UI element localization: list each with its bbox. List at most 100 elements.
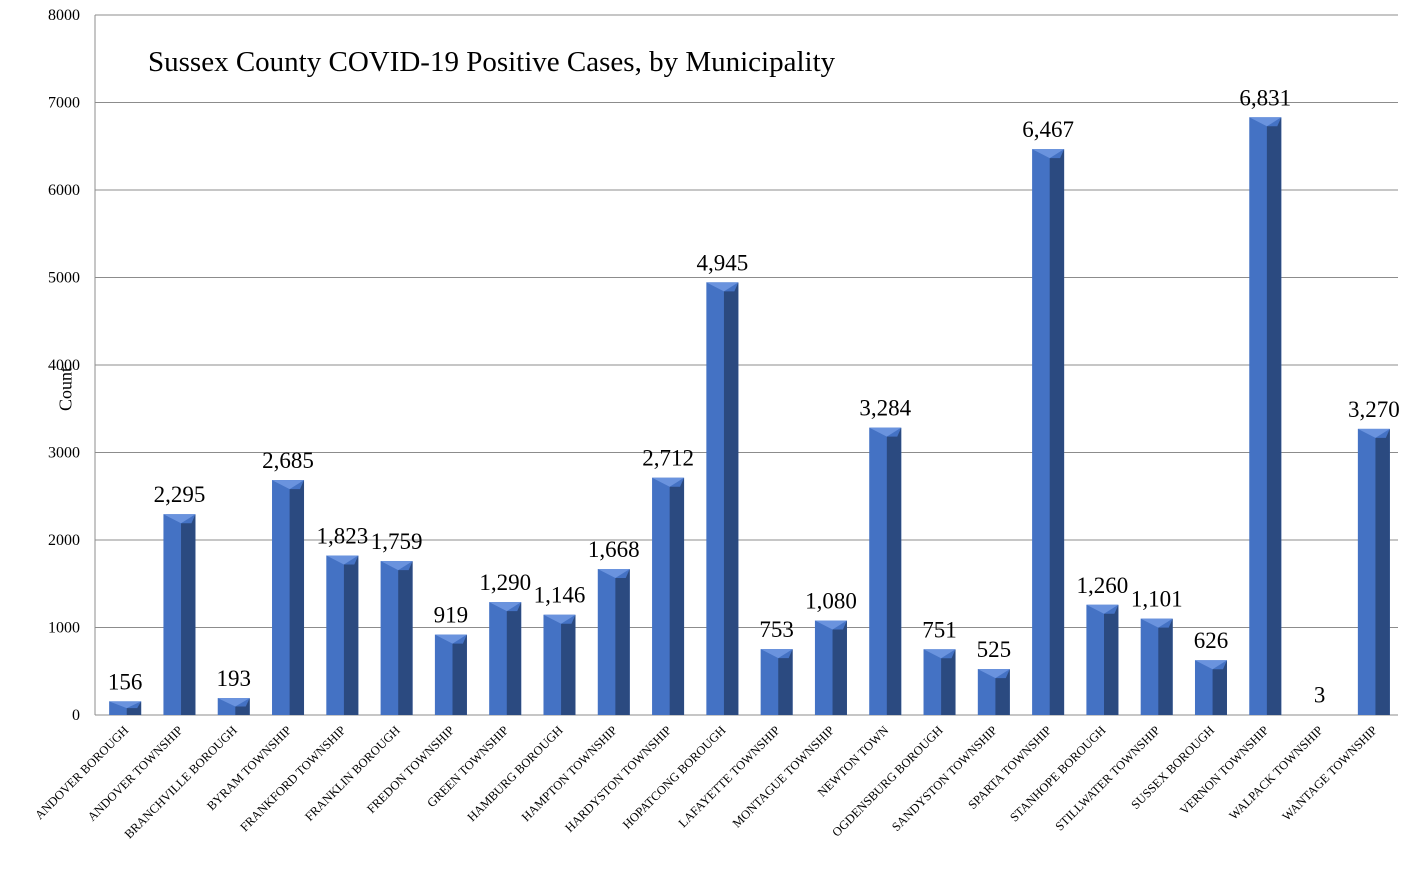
bar: [760, 649, 793, 715]
bar: [1032, 149, 1065, 715]
bar: [1194, 660, 1227, 715]
bar-side-face: [941, 649, 956, 715]
y-axis-label: Count: [55, 366, 76, 412]
data-label: 525: [977, 637, 1012, 662]
bar-top-bevel: [272, 480, 305, 490]
bar-top-bevel: [1249, 117, 1282, 127]
data-label: 6,831: [1239, 85, 1291, 110]
gridlines: [94, 14, 1398, 716]
bar-side-face: [995, 669, 1010, 715]
bar-top-bevel: [977, 669, 1010, 679]
y-tick-label: 8000: [48, 7, 80, 24]
bar-side-face: [452, 634, 467, 715]
data-label: 193: [216, 666, 251, 691]
data-label: 3,270: [1348, 397, 1400, 422]
x-tick-label: FRANKLIN BOROUGH: [302, 723, 403, 824]
bar-top-bevel: [1032, 149, 1065, 159]
bar: [163, 514, 196, 715]
x-tick-label: SANDYSTON TOWNSHIP: [889, 723, 1000, 834]
y-tick-label: 5000: [48, 270, 80, 287]
x-tick-label: BRANCHVILLE BOROUGH: [122, 723, 240, 841]
data-label: 626: [1194, 628, 1229, 653]
bar-side-face: [1212, 660, 1227, 715]
bar: [1357, 428, 1390, 715]
bar-top-bevel: [923, 649, 956, 659]
y-tick-label: 7000: [48, 95, 80, 112]
data-label: 1,668: [588, 537, 640, 562]
data-label: 751: [922, 617, 957, 642]
bar: [543, 614, 576, 715]
y-tick-label: 6000: [48, 182, 80, 199]
data-label: 2,685: [262, 448, 314, 473]
bar: [869, 427, 902, 715]
bar-top-bevel: [1194, 660, 1227, 670]
bar: [1086, 604, 1119, 715]
bar-top-bevel: [652, 477, 685, 487]
data-label: 156: [108, 669, 143, 694]
bar-top-bevel: [326, 555, 359, 565]
bar-top-bevel: [706, 282, 739, 292]
bar-side-face: [832, 620, 847, 715]
y-tick-label: 3000: [48, 445, 80, 462]
data-label: 2,295: [154, 482, 206, 507]
data-label: 1,290: [479, 570, 531, 595]
y-axis-ticks: 0 1000 2000 3000 4000 5000 6000 7000 8000: [48, 7, 80, 724]
bar-side-face: [1266, 117, 1282, 716]
bar-side-face: [561, 614, 576, 715]
x-tick-label: HAMBURG BOROUGH: [465, 723, 566, 824]
bar: [977, 669, 1010, 715]
chart-title: Sussex County COVID-19 Positive Cases, b…: [148, 46, 836, 78]
bar-side-face: [343, 555, 359, 715]
bar: [706, 282, 739, 715]
x-tick-label: HAMPTON TOWNSHIP: [519, 723, 620, 824]
data-label: 1,146: [534, 583, 586, 608]
bar: [597, 569, 630, 715]
bar: [1140, 618, 1173, 715]
bar-top-bevel: [1357, 428, 1390, 438]
bar-side-face: [181, 514, 196, 715]
data-label: 3,284: [859, 396, 911, 421]
bar-top-bevel: [217, 698, 250, 707]
bar-side-face: [289, 480, 305, 715]
bar-side-face: [778, 649, 793, 715]
x-tick-label: WALPACK TOWNSHIP: [1226, 723, 1325, 822]
x-tick-label: ANDOVER BOROUGH: [32, 723, 131, 822]
bar-top-bevel: [869, 427, 902, 437]
bar-side-face: [126, 701, 142, 715]
bar-side-face: [1103, 604, 1119, 715]
data-label: 1,101: [1131, 587, 1183, 612]
x-tick-label: FRANKFORD TOWNSHIP: [237, 723, 348, 834]
bar-top-bevel: [163, 514, 196, 524]
y-tick-label: 1000: [48, 620, 80, 637]
bar-side-face: [1049, 149, 1065, 715]
bar-side-face: [1158, 618, 1173, 715]
bar-top-bevel: [434, 634, 467, 644]
data-label: 919: [434, 603, 469, 628]
bar: [814, 620, 847, 715]
data-label: 753: [759, 617, 794, 642]
bar-top-bevel: [543, 614, 576, 624]
bar: [217, 698, 250, 715]
bar: [380, 561, 413, 715]
bar-side-face: [669, 477, 685, 715]
bar-side-face: [398, 561, 413, 715]
y-tick-label: 2000: [48, 532, 80, 549]
x-tick-label: WANTAGE TOWNSHIP: [1280, 723, 1380, 823]
data-label: 6,467: [1022, 117, 1074, 142]
bar: [109, 701, 142, 715]
bar-top-bevel: [1140, 618, 1173, 628]
data-label: 2,712: [642, 446, 694, 471]
x-tick-label: HOPATCONG BOROUGH: [620, 723, 729, 832]
x-tick-label: VERNON TOWNSHIP: [1177, 723, 1271, 817]
x-tick-label: MONTAGUE TOWNSHIP: [730, 723, 837, 830]
bar: [272, 480, 305, 715]
bar-side-face: [235, 698, 250, 715]
x-tick-label: STANHOPE BOROUGH: [1007, 723, 1108, 824]
data-label: 1,260: [1077, 573, 1129, 598]
bar: [489, 602, 522, 715]
bar-top-bevel: [760, 649, 793, 659]
bar-side-face: [886, 427, 902, 715]
bar-top-bevel: [597, 569, 630, 579]
bar-side-face: [506, 602, 522, 715]
